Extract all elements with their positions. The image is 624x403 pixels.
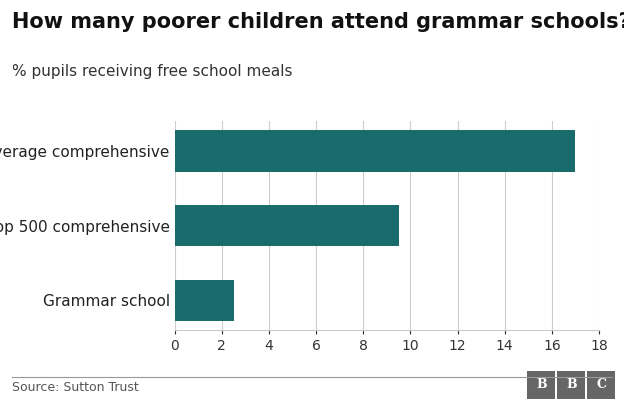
Bar [175,131,575,172]
Bar [175,280,233,321]
Text: % pupils receiving free school meals: % pupils receiving free school meals [12,64,293,79]
Text: B: B [566,378,577,391]
Text: Source: Sutton Trust: Source: Sutton Trust [12,381,139,394]
Text: B: B [536,378,547,391]
Text: C: C [596,378,607,391]
Bar [175,205,399,246]
Text: How many poorer children attend grammar schools?: How many poorer children attend grammar … [12,12,624,32]
